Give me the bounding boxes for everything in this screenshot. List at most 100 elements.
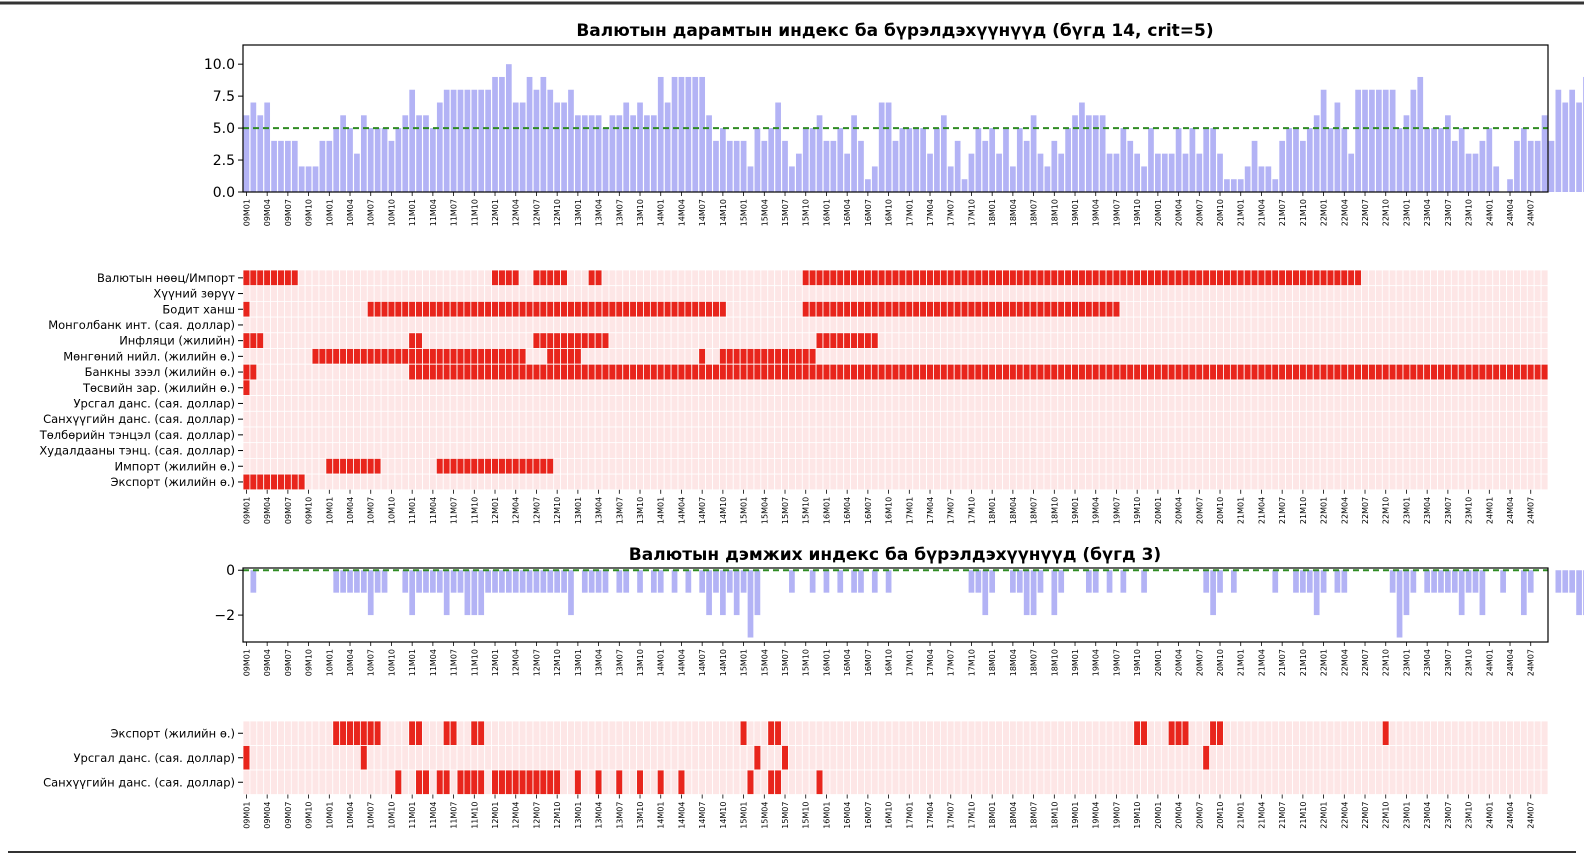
pressure-heatmap-cell xyxy=(539,300,548,318)
pressure-heatmap-cell xyxy=(1326,426,1335,444)
pressure-heatmap-cell xyxy=(470,363,479,381)
pressure-xtick-label: 15M04 xyxy=(760,199,769,226)
pressure-heatmap-cell xyxy=(553,395,562,412)
pressure-heatmap-cell xyxy=(1002,473,1010,491)
support-bar xyxy=(982,570,989,616)
pressure-heatmap-cell xyxy=(988,285,997,302)
support-heatmap-cell xyxy=(498,720,506,746)
pressure-heatmap-cell xyxy=(1333,457,1342,475)
support-heatmap-cell xyxy=(1492,720,1501,746)
pressure-heatmap-cell xyxy=(415,426,423,444)
support-heatmap-cell xyxy=(1478,720,1487,746)
pressure-heatmap-cell xyxy=(725,285,734,302)
support-bar xyxy=(1458,570,1465,616)
support-heatmap-cell xyxy=(1084,769,1093,795)
pressure-heatmap-cell xyxy=(525,348,534,365)
pressure-heatmap-cell xyxy=(1340,379,1349,396)
pressure-heatmap-cell xyxy=(926,300,934,318)
pressure-heatmap-cell xyxy=(1409,285,1418,302)
pressure-heatmap-cell xyxy=(933,473,941,491)
pressure-heatmap-cell xyxy=(905,332,914,349)
pressure-heatmap-cell xyxy=(974,285,983,302)
pressure-heatmap-cell xyxy=(622,442,631,459)
pressure-heatmap-cell xyxy=(435,473,444,491)
pressure-heatmap-cell xyxy=(1430,379,1438,396)
pressure-heatmap-cell xyxy=(1437,269,1445,287)
pressure-heatmap-cell xyxy=(1071,269,1079,287)
pressure-heatmap-cell xyxy=(415,457,423,475)
pressure-heatmap-cell xyxy=(415,348,423,365)
pressure-heatmap-cell xyxy=(1395,363,1404,381)
support-heatmap-cell xyxy=(1499,745,1507,771)
pressure-heatmap-cell xyxy=(864,285,872,302)
pressure-heatmap-cell xyxy=(1416,348,1425,365)
pressure-bar xyxy=(1072,115,1078,192)
pressure-heatmap-cell xyxy=(905,300,914,318)
pressure-heatmap-cell xyxy=(1154,348,1162,365)
pressure-bar xyxy=(996,153,1002,192)
pressure-heatmap-cell xyxy=(311,316,320,334)
pressure-heatmap-cell xyxy=(1009,348,1017,365)
pressure-heatmap-xtick-label: 20M04 xyxy=(1175,497,1184,524)
pressure-heatmap-cell xyxy=(698,395,707,412)
pressure-xtick-label: 12M04 xyxy=(512,199,521,226)
pressure-heatmap-cell xyxy=(242,410,251,428)
support-bar xyxy=(443,570,450,616)
pressure-heatmap-cell xyxy=(1423,300,1432,318)
pressure-heatmap-cell xyxy=(1402,300,1411,318)
pressure-heatmap-cell xyxy=(1209,348,1217,365)
pressure-heatmap-cell xyxy=(401,473,410,491)
pressure-heatmap-cell xyxy=(380,300,389,318)
pressure-heatmap-cell xyxy=(1444,348,1452,365)
support-heatmap-cell xyxy=(1450,745,1459,771)
pressure-xtick-label: 16M07 xyxy=(864,199,873,226)
support-heatmap-xtick-label: 19M07 xyxy=(1112,802,1121,829)
support-heatmap-cell xyxy=(1326,720,1335,746)
support-heatmap-cell xyxy=(919,769,927,795)
support-heatmap-cell xyxy=(1340,745,1349,771)
pressure-heatmap-cell xyxy=(698,379,707,396)
support-heatmap-cell xyxy=(663,745,672,771)
pressure-heatmap-cell xyxy=(1319,457,1328,475)
pressure-heatmap-cell xyxy=(864,442,872,459)
support-heatmap-cell xyxy=(1243,745,1252,771)
pressure-bar xyxy=(768,128,775,192)
pressure-heatmap-cell xyxy=(939,316,948,334)
pressure-heatmap-cell xyxy=(891,457,900,475)
support-bar xyxy=(402,570,409,593)
pressure-heatmap-cell xyxy=(988,395,997,412)
pressure-heatmap-cell xyxy=(808,473,817,491)
pressure-heatmap-cell xyxy=(857,348,865,365)
support-heatmap-cell xyxy=(318,769,327,795)
pressure-heatmap-cell xyxy=(594,348,603,365)
pressure-heatmap-cell xyxy=(353,363,361,381)
pressure-heatmap-cell xyxy=(774,316,782,334)
pressure-heatmap-cell xyxy=(926,426,934,444)
pressure-axes-frame xyxy=(242,44,1549,193)
support-heatmap-cell xyxy=(1043,769,1052,795)
support-heatmap-cell xyxy=(739,720,748,746)
pressure-heatmap-cell xyxy=(422,269,430,287)
pressure-heatmap-cell xyxy=(546,426,555,444)
pressure-heatmap-cell xyxy=(1506,269,1514,287)
support-heatmap-cell xyxy=(1140,745,1148,771)
pressure-heatmap-cell xyxy=(1388,473,1397,491)
pressure-heatmap-cell xyxy=(1368,426,1376,444)
pressure-heatmap-cell xyxy=(1098,442,1107,459)
pressure-heatmap-cell xyxy=(1305,316,1314,334)
pressure-heatmap-cell xyxy=(277,348,285,365)
pressure-heatmap-cell xyxy=(1105,363,1114,381)
pressure-heatmap-cell xyxy=(1506,363,1514,381)
support-heatmap-cell xyxy=(1084,745,1093,771)
pressure-heatmap-cell xyxy=(574,457,582,475)
pressure-heatmap-cell xyxy=(1036,442,1045,459)
pressure-heatmap-cell xyxy=(263,442,272,459)
support-xtick-label: 15M04 xyxy=(760,649,769,676)
support-xtick-label: 16M07 xyxy=(864,649,873,676)
pressure-heatmap-cell xyxy=(1388,395,1397,412)
pressure-heatmap-cell xyxy=(1140,300,1148,318)
pressure-heatmap-cell xyxy=(663,332,672,349)
support-heatmap-cell xyxy=(525,720,534,746)
pressure-heatmap-cell xyxy=(808,285,817,302)
support-xtick-label: 24M01 xyxy=(1485,649,1494,676)
